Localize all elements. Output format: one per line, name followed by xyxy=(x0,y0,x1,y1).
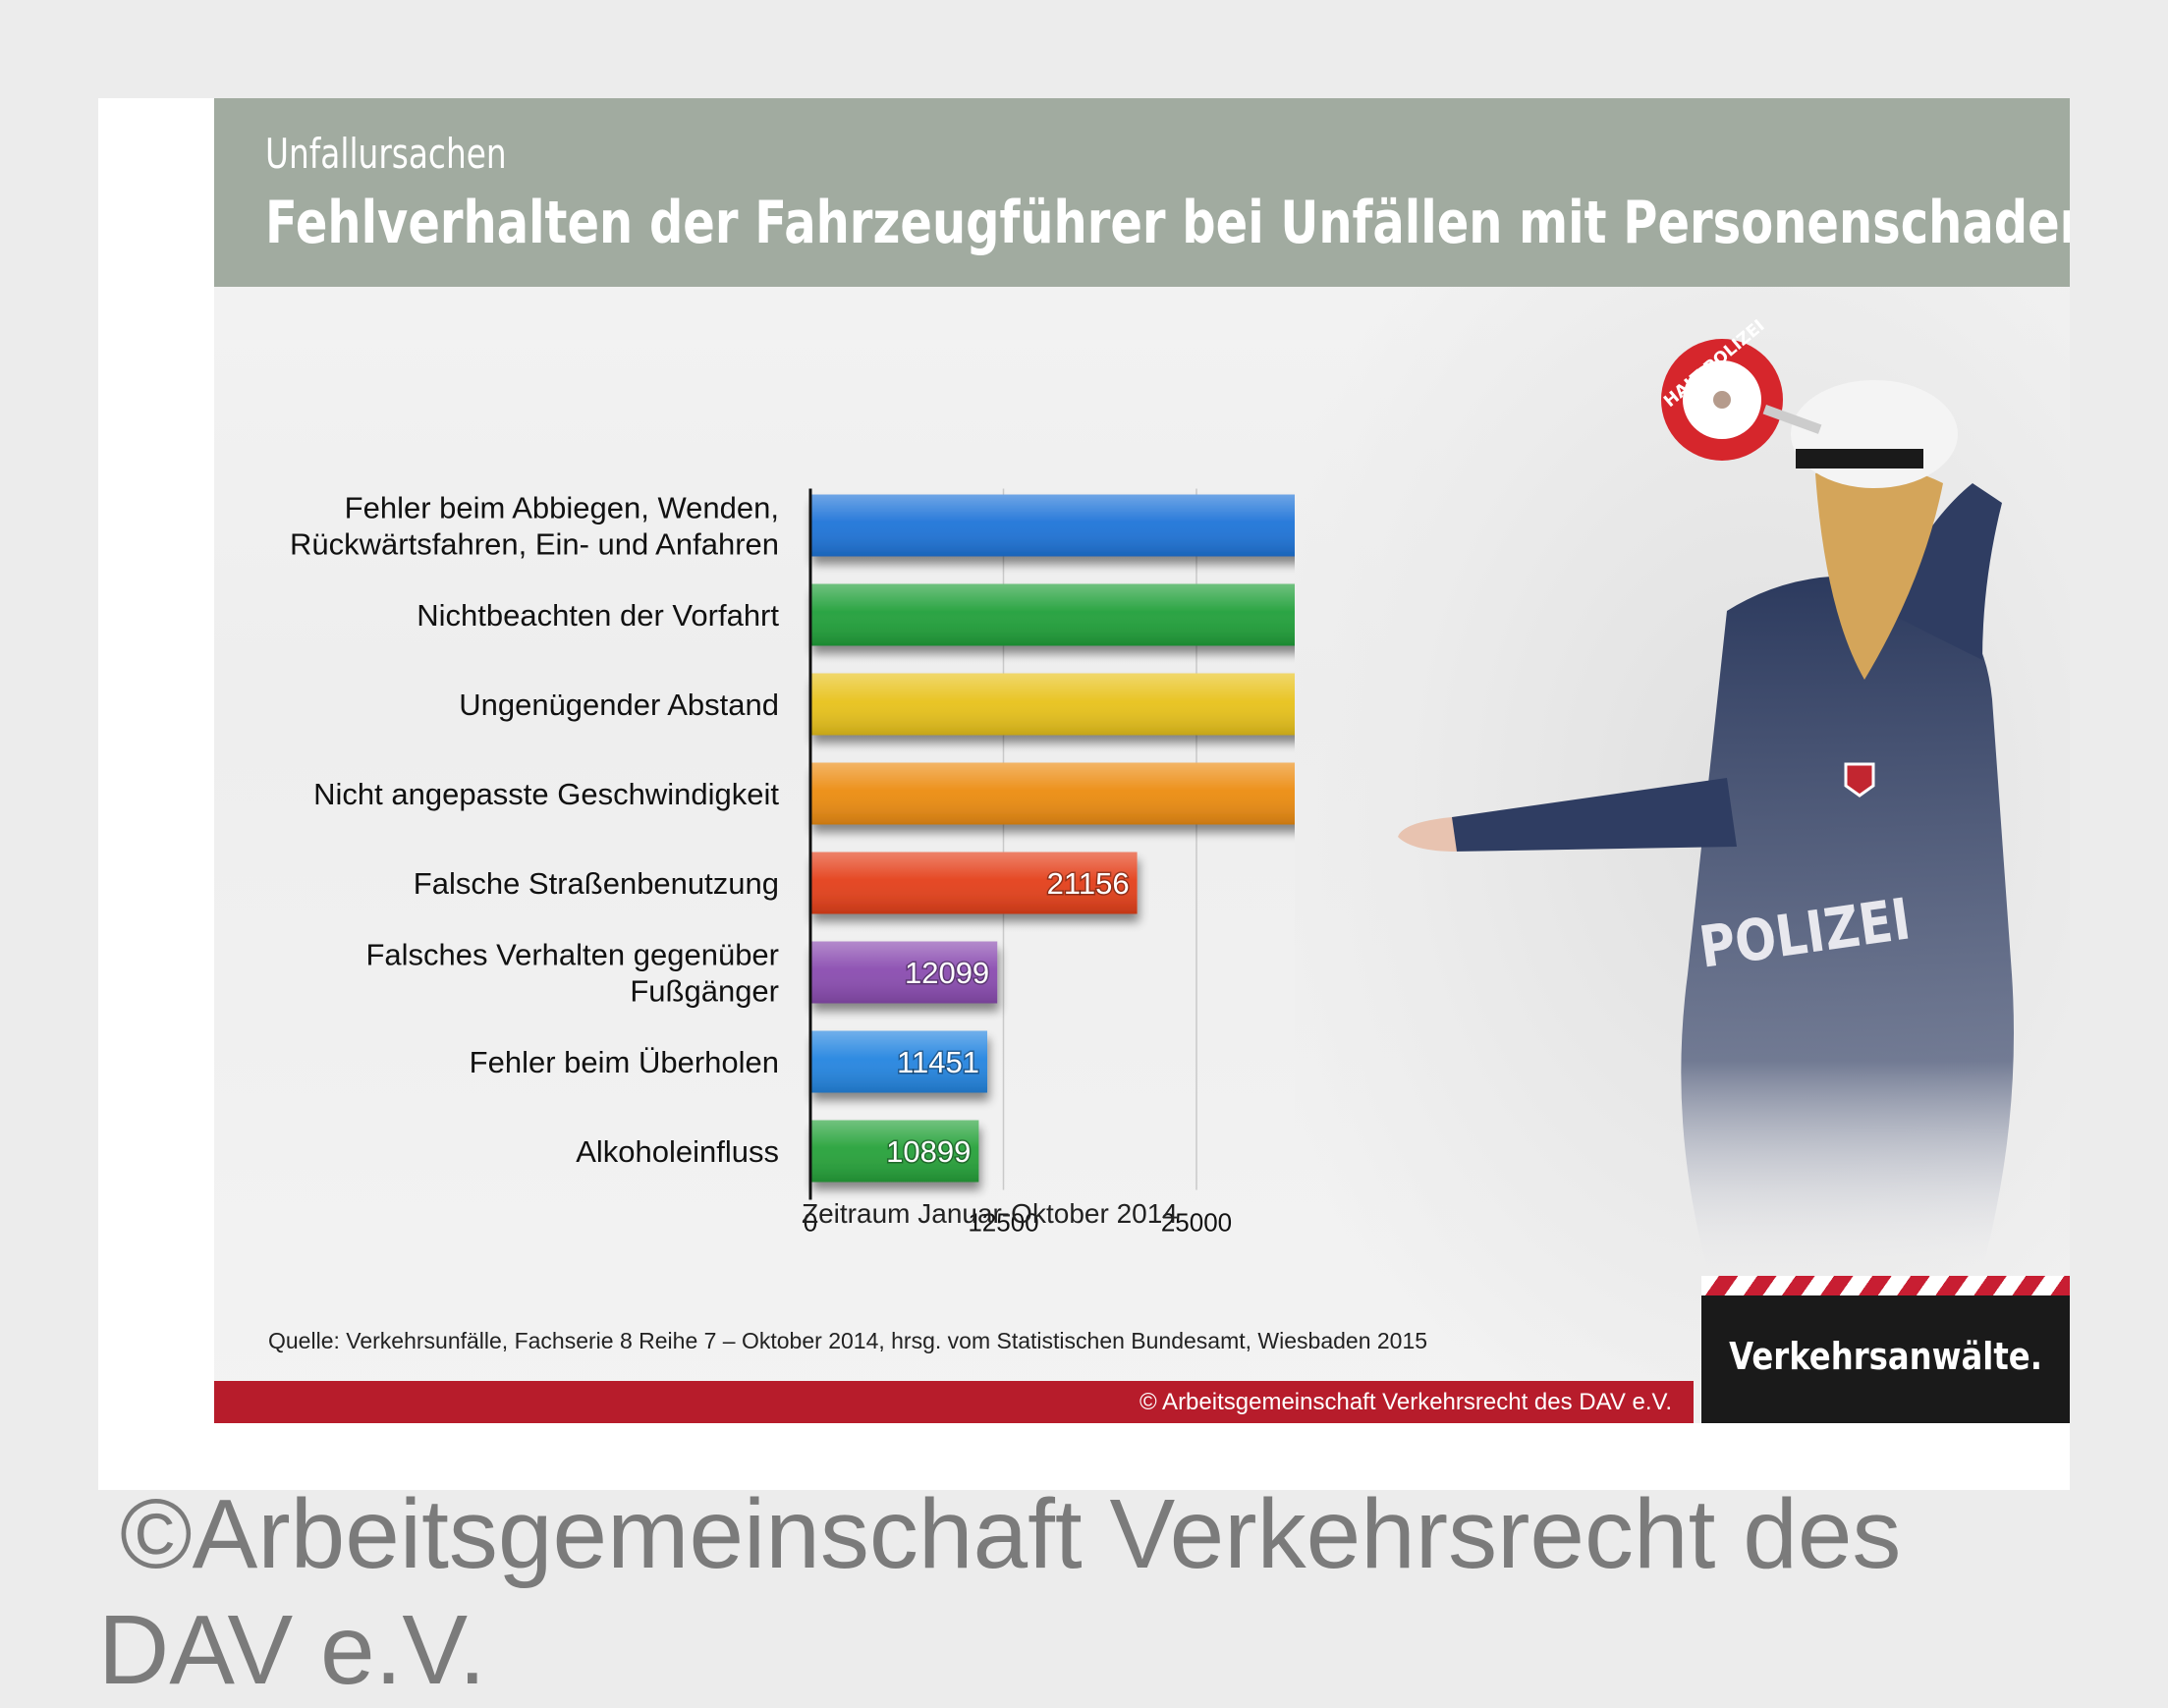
bar-group xyxy=(810,494,1295,557)
bar-gloss xyxy=(810,494,1295,557)
bar-gloss xyxy=(810,673,1295,736)
x-axis-ticks: 012500250003750050000 xyxy=(804,1208,1232,1238)
bar-chart: 4918445461414513826721156120991145110899… xyxy=(290,488,1295,1238)
x-tick-label: 0 xyxy=(804,1208,817,1238)
bar-value-label: 12099 xyxy=(905,956,989,990)
source-note: Quelle: Verkehrsunfälle, Fachserie 8 Rei… xyxy=(268,1328,1428,1353)
bar-group xyxy=(810,1120,979,1183)
officer-cap-band xyxy=(1796,449,1923,468)
bar-value-label: 21156 xyxy=(1047,866,1130,901)
uniform-badge-icon xyxy=(1844,762,1875,798)
card-bottom-margin xyxy=(98,1423,2070,1490)
category-label: Rückwärtsfahren, Ein- und Anfahren xyxy=(290,527,779,562)
logo-text: Verkehrsanwälte. xyxy=(1729,1335,2042,1378)
stop-sign-handle xyxy=(1762,405,1822,434)
x-tick-label: 25000 xyxy=(1161,1208,1232,1238)
officer-hair xyxy=(1815,466,1943,680)
category-label: Nicht angepasste Geschwindigkeit xyxy=(313,777,779,811)
category-label: Alkoholeinfluss xyxy=(576,1134,779,1169)
bar-group xyxy=(810,1030,988,1093)
category-label: Fehler beim Überholen xyxy=(470,1045,779,1079)
category-labels: Fehler beim Abbiegen, Wenden,Rückwärtsfa… xyxy=(290,491,779,1170)
bar-group xyxy=(810,941,998,1004)
footer-red-bar: © Arbeitsgemeinschaft Verkehrsrecht des … xyxy=(214,1381,1694,1423)
stop-sign: HALT POLIZEI xyxy=(1660,316,1783,461)
category-label: Nichtbeachten der Vorfahrt xyxy=(417,598,779,633)
bar-group xyxy=(810,583,1295,646)
bar-value-label: 10899 xyxy=(886,1134,971,1169)
period-note: Zeitraum Januar-Oktober 2014 xyxy=(802,1198,1178,1229)
logo-stripes xyxy=(1701,1276,2070,1295)
category-label: Ungenügender Abstand xyxy=(459,688,779,722)
bars: 4918445461414513826721156120991145110899 xyxy=(810,494,1295,1183)
x-tick-label: 12500 xyxy=(968,1208,1038,1238)
bar-group xyxy=(810,852,1138,914)
officer-cap xyxy=(1791,380,1958,488)
header-bar: Unfallursachen Fehlverhalten der Fahrzeu… xyxy=(214,98,2070,287)
bar-group xyxy=(810,673,1295,736)
officer-arm-left xyxy=(1452,778,1737,852)
bar-gloss xyxy=(810,583,1295,646)
chart-subtitle: Unfallursachen xyxy=(265,130,507,178)
bar-gloss xyxy=(810,941,998,1004)
watermark-text: ©Arbeitsgemeinschaft Verkehrsrecht des D… xyxy=(98,1479,1902,1705)
bar-gloss xyxy=(810,1120,979,1183)
category-label: Falsches Verhalten gegenüber xyxy=(365,938,779,972)
bar-value-label: 11451 xyxy=(897,1045,979,1079)
chart-title: Fehlverhalten der Fahrzeugführer bei Unf… xyxy=(265,189,2070,257)
copyright-text: © Arbeitsgemeinschaft Verkehrsrecht des … xyxy=(1140,1389,1672,1415)
category-label: Fehler beim Abbiegen, Wenden, xyxy=(345,491,779,525)
police-officer-image: HALT POLIZEI POLIZEI xyxy=(1398,316,2014,1269)
bar-gloss xyxy=(810,762,1295,825)
category-label: Fußgänger xyxy=(630,974,779,1009)
officer-hand-left xyxy=(1398,817,1457,852)
bar-gloss xyxy=(810,1030,988,1093)
officer-arm-raised xyxy=(1884,483,2002,660)
bar-group xyxy=(810,762,1295,825)
logo-box: Verkehrsanwälte. xyxy=(1701,1276,2070,1423)
card-left-margin xyxy=(98,98,214,1490)
officer-body xyxy=(1681,576,2014,1269)
bar-gloss xyxy=(810,852,1138,914)
category-label: Falsche Straßenbenutzung xyxy=(414,866,779,901)
infographic-card: HALT POLIZEI POLIZEI Unfallursachen Fehl… xyxy=(214,98,2070,1423)
